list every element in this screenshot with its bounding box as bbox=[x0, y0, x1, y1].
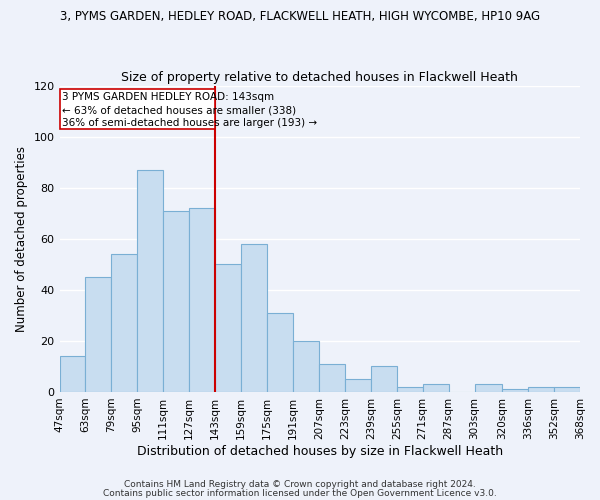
Bar bbox=[371, 366, 397, 392]
Bar bbox=[397, 387, 423, 392]
Text: 3 PYMS GARDEN HEDLEY ROAD: 143sqm: 3 PYMS GARDEN HEDLEY ROAD: 143sqm bbox=[62, 92, 274, 102]
Bar bbox=[267, 313, 293, 392]
Text: 36% of semi-detached houses are larger (193) →: 36% of semi-detached houses are larger (… bbox=[62, 118, 317, 128]
Bar bbox=[475, 384, 502, 392]
Bar bbox=[163, 211, 189, 392]
X-axis label: Distribution of detached houses by size in Flackwell Heath: Distribution of detached houses by size … bbox=[137, 444, 503, 458]
Bar bbox=[215, 264, 241, 392]
Bar bbox=[189, 208, 215, 392]
Bar bbox=[241, 244, 267, 392]
Bar bbox=[423, 384, 449, 392]
Bar bbox=[112, 254, 137, 392]
Y-axis label: Number of detached properties: Number of detached properties bbox=[15, 146, 28, 332]
Bar bbox=[319, 364, 345, 392]
Bar bbox=[137, 170, 163, 392]
Bar bbox=[502, 390, 528, 392]
Text: Contains HM Land Registry data © Crown copyright and database right 2024.: Contains HM Land Registry data © Crown c… bbox=[124, 480, 476, 489]
Bar bbox=[293, 341, 319, 392]
Bar bbox=[85, 277, 112, 392]
Text: ← 63% of detached houses are smaller (338): ← 63% of detached houses are smaller (33… bbox=[62, 105, 296, 115]
Text: Contains public sector information licensed under the Open Government Licence v3: Contains public sector information licen… bbox=[103, 489, 497, 498]
Bar bbox=[554, 387, 580, 392]
Bar bbox=[528, 387, 554, 392]
Bar bbox=[345, 379, 371, 392]
Title: Size of property relative to detached houses in Flackwell Heath: Size of property relative to detached ho… bbox=[121, 70, 518, 84]
FancyBboxPatch shape bbox=[59, 88, 215, 130]
Text: 3, PYMS GARDEN, HEDLEY ROAD, FLACKWELL HEATH, HIGH WYCOMBE, HP10 9AG: 3, PYMS GARDEN, HEDLEY ROAD, FLACKWELL H… bbox=[60, 10, 540, 23]
Bar bbox=[59, 356, 85, 392]
